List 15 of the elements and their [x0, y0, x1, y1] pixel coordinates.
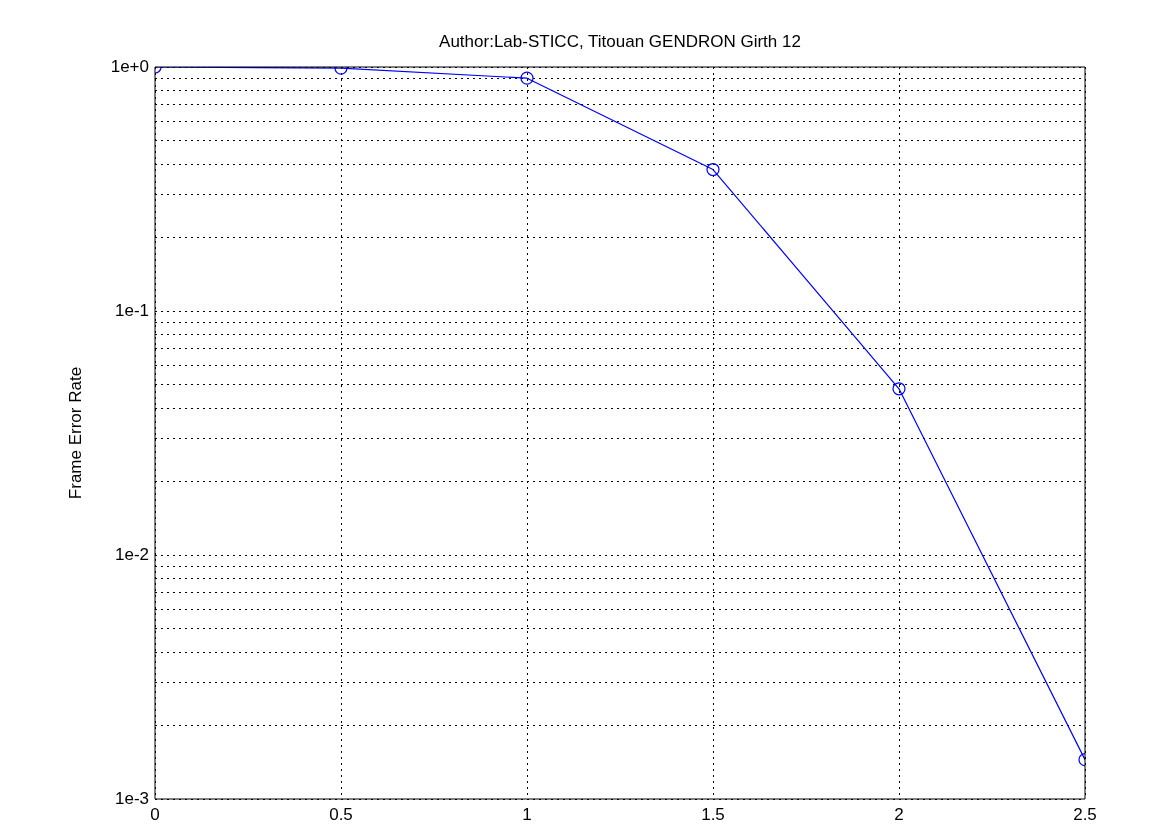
x-tick-label: 2.5 [1073, 804, 1097, 824]
y-tick-label: 1e-3 [114, 788, 149, 808]
point [892, 382, 906, 396]
x-tick-label: 1 [522, 804, 532, 824]
x-tick-label: 0.5 [329, 804, 353, 824]
point [706, 162, 720, 177]
y-tick-label: 1e-1 [114, 300, 149, 320]
x-tick-label: 1.5 [701, 804, 725, 824]
y-tick-label: 1e+0 [110, 56, 149, 76]
point [520, 71, 534, 85]
x-tick-label: 0 [150, 804, 160, 824]
y-axis-title: Frame Error Rate [65, 366, 85, 500]
y-tick-label: 1e-2 [114, 544, 149, 564]
chart-title: Author:Lab-STICC, Titouan GENDRON Girth 12 [439, 32, 801, 51]
x-tick-label: 2 [894, 804, 904, 824]
